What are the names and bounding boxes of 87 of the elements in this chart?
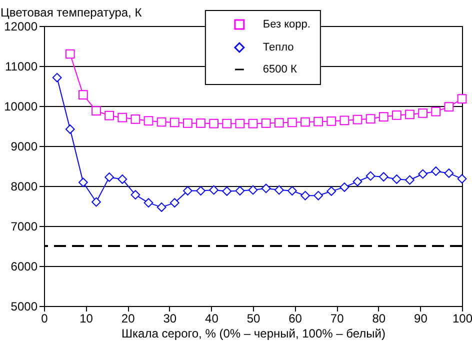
point	[209, 118, 218, 128]
point	[444, 102, 454, 112]
y-tick-label: 8000	[10, 180, 38, 194]
point	[378, 112, 388, 122]
point	[457, 94, 467, 104]
point	[405, 175, 414, 185]
point	[340, 116, 350, 126]
point	[92, 106, 101, 116]
point	[235, 118, 245, 128]
x-tick-label: 10	[80, 312, 94, 326]
point	[78, 90, 88, 100]
point	[366, 114, 376, 124]
point	[235, 186, 245, 196]
point	[196, 186, 206, 196]
point	[300, 117, 310, 127]
point	[392, 110, 402, 120]
x-tick-label: 50	[246, 312, 260, 326]
y-tick-label: 10000	[4, 100, 38, 114]
point	[92, 197, 101, 207]
point	[314, 190, 323, 200]
x-tick-label: 20	[121, 312, 136, 326]
point	[314, 116, 323, 126]
x-tick-label: 60	[288, 312, 302, 326]
point	[431, 166, 441, 176]
point	[378, 172, 388, 182]
point	[222, 186, 232, 196]
y-axis-title: Цветовая температура, К	[0, 6, 142, 20]
point	[352, 114, 362, 124]
point	[340, 182, 350, 192]
point	[326, 186, 336, 196]
point	[326, 116, 336, 126]
point	[183, 118, 192, 128]
point	[248, 185, 258, 195]
y-tick-label: 9000	[10, 140, 38, 154]
x-axis-title: Шкала серого, % (0% – черный, 100% – белый)	[122, 326, 386, 340]
y-tick-label: 12000	[4, 20, 38, 34]
point	[156, 117, 166, 127]
point	[144, 198, 154, 208]
x-tick-label: 40	[205, 312, 219, 326]
y-tick-label: 7000	[10, 220, 38, 234]
point	[288, 118, 297, 128]
point	[392, 174, 402, 184]
point	[130, 190, 140, 200]
point	[444, 168, 454, 178]
point	[144, 116, 154, 126]
legend-label: Без корр.	[262, 18, 310, 30]
point	[288, 186, 297, 196]
point	[170, 198, 180, 208]
point	[248, 118, 258, 128]
point	[209, 185, 218, 195]
point	[78, 178, 88, 188]
y-tick-label: 6000	[10, 260, 38, 274]
point	[418, 108, 428, 118]
y-tick-label: 5000	[10, 300, 38, 314]
point	[104, 110, 114, 120]
point	[366, 171, 376, 181]
x-tick-label: 0	[41, 312, 48, 326]
x-tick-label: 80	[372, 312, 386, 326]
point	[431, 106, 441, 116]
point	[65, 49, 75, 59]
point	[170, 118, 180, 128]
point	[118, 174, 128, 184]
legend-label: 6500 К	[262, 64, 298, 76]
point	[196, 118, 206, 128]
x-tick-label: 70	[330, 312, 344, 326]
point	[222, 118, 232, 128]
legend-label: Тепло	[262, 42, 294, 54]
point	[130, 114, 140, 124]
point	[65, 124, 75, 134]
y-tick-label: 11000	[5, 60, 38, 74]
point	[300, 190, 310, 200]
x-tick-label: 90	[414, 312, 428, 326]
point	[261, 184, 271, 194]
x-tick-label: 30	[163, 312, 177, 326]
point	[52, 72, 62, 82]
point	[405, 110, 414, 120]
point	[457, 174, 467, 184]
point	[274, 118, 284, 128]
point	[418, 169, 428, 179]
point	[104, 172, 114, 182]
point	[274, 185, 284, 195]
point	[118, 112, 128, 122]
point	[156, 202, 166, 212]
point	[352, 176, 362, 186]
point	[183, 186, 192, 196]
x-tick-label: 100	[452, 312, 472, 326]
point	[261, 118, 271, 128]
